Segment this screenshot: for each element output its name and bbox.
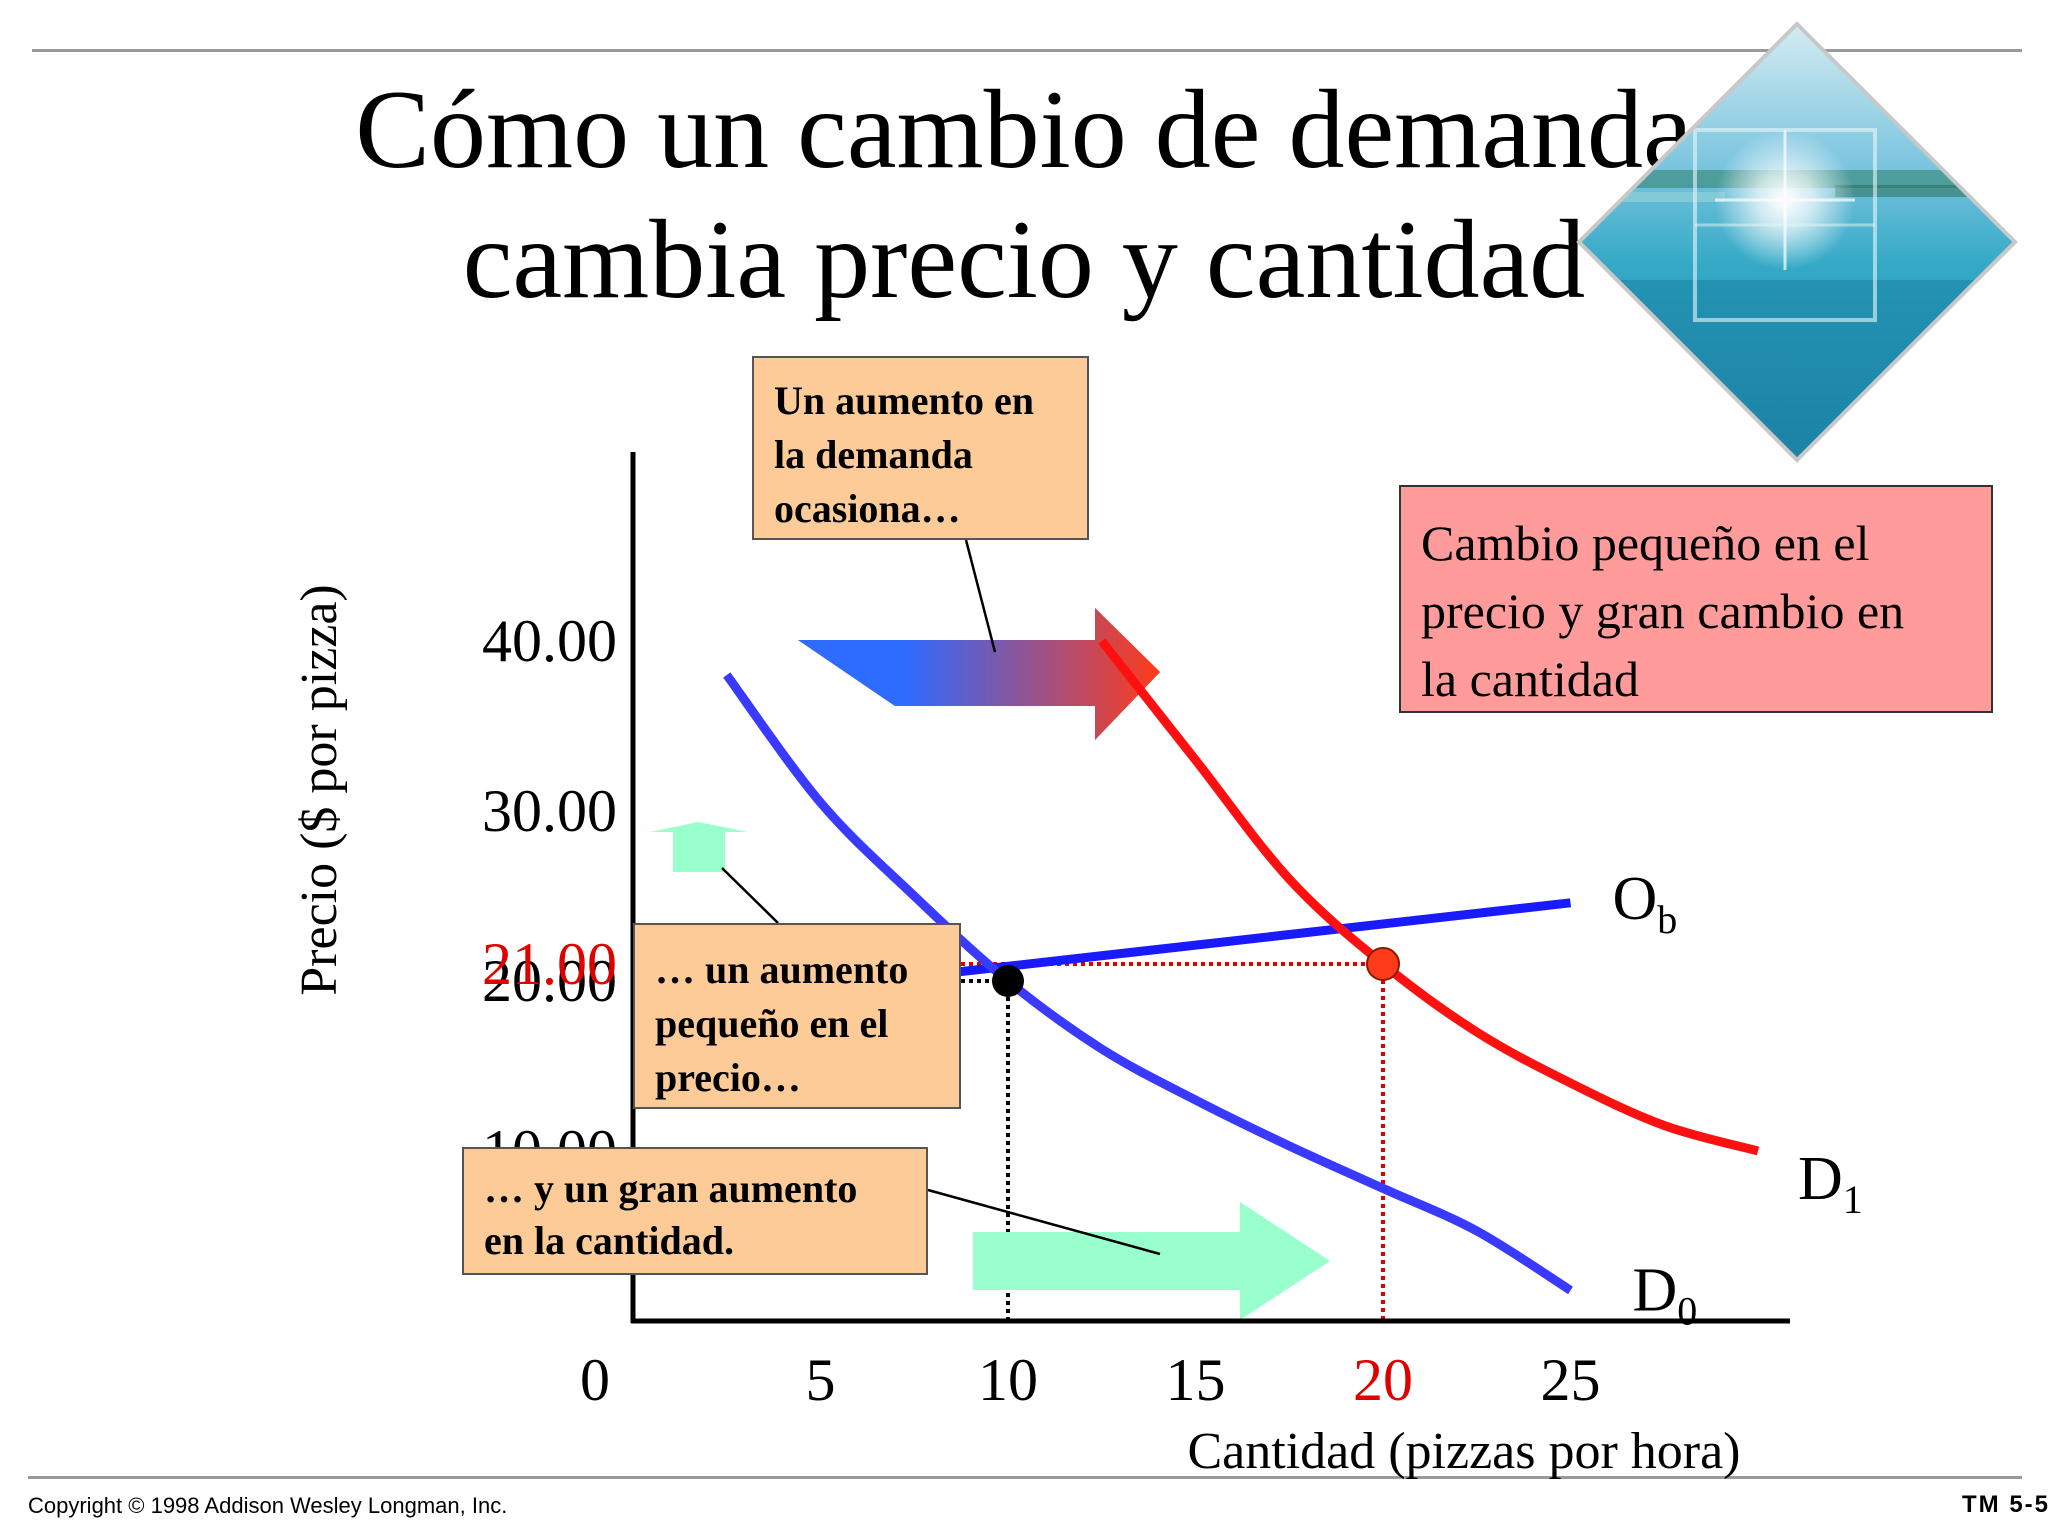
x-tick-label: 15 (1166, 1347, 1226, 1413)
equilibrium-point-new (1366, 947, 1400, 981)
callout-demand-increase: Un aumento en la demanda ocasiona… (752, 356, 1089, 540)
callout-leader-lines (721, 539, 1161, 1256)
demand-shift-arrow-body (798, 608, 1160, 740)
callout-summary: Cambio pequeño en el precio y gran cambi… (1399, 485, 1993, 713)
slide-title-line-2: cambia precio y cantidad (462, 198, 1586, 322)
shift-arrows (650, 608, 1330, 1320)
y-axis-label: Precio ($ por pizza) (291, 584, 348, 995)
callout-price-increase-line-3: precio… (655, 1055, 801, 1100)
callout-summary-line-2: precio y gran cambio en (1421, 583, 1905, 639)
x-tick-label: 0 (580, 1347, 610, 1413)
callout-price-increase-line-1: … un aumento (655, 947, 909, 992)
y-tick-label: 21.00 (482, 931, 617, 997)
bottom-rule (28, 1476, 2022, 1479)
leader-quantity-increase (927, 1188, 1161, 1256)
callout-quantity-increase-line-1: … y un gran aumento (484, 1166, 858, 1211)
curve-labels: Ob D0 D1 (1613, 865, 1863, 1334)
island-diamond-image (1576, 21, 2018, 463)
equilibrium-point-initial (992, 965, 1024, 997)
slide-number: TM 5-5 (1962, 1491, 2048, 1518)
callout-summary-line-1: Cambio pequeño en el (1421, 515, 1870, 571)
copyright-notice: Copyright © 1998 Addison Wesley Longman,… (28, 1493, 508, 1518)
x-tick-label: 5 (806, 1347, 836, 1413)
leader-price-increase (721, 867, 779, 924)
callout-price-increase-line-2: pequeño en el (655, 1001, 889, 1046)
slide-title-line-1: Cómo un cambio de demanda (355, 68, 1693, 192)
quantity-increase-arrow (973, 1202, 1330, 1320)
y-tick-label: 20.00 (482, 948, 617, 1014)
callout-quantity-increase: … y un gran aumento en la cantidad. (462, 1147, 928, 1275)
x-tick-label: 10 (978, 1347, 1038, 1413)
curve-d0 (723, 672, 1573, 1295)
curve-label-d0: D0 (1633, 1256, 1698, 1333)
callout-demand-increase-line-2: la demanda (774, 432, 973, 477)
callout-demand-increase-line-1: Un aumento en (774, 378, 1035, 423)
y-tick-label: 40.00 (482, 608, 617, 674)
callout-summary-line-3: la cantidad (1421, 651, 1639, 707)
equilibrium-points (992, 947, 1400, 997)
callout-quantity-increase-line-2: en la cantidad. (484, 1218, 735, 1263)
x-tick-label: 20 (1353, 1347, 1413, 1413)
callout-price-increase: … un aumento pequeño en el precio… (633, 923, 961, 1109)
top-rule (32, 49, 2022, 52)
y-tick-label: 30.00 (482, 778, 617, 844)
curve-d1 (1098, 638, 1760, 1156)
price-increase-arrow (650, 822, 748, 872)
x-axis-label: Cantidad (pizzas por hora) (1187, 1423, 1740, 1480)
curve-label-d1: D1 (1798, 1145, 1863, 1222)
leader-demand-increase (964, 539, 997, 653)
x-tick-label: 25 (1541, 1347, 1601, 1413)
callout-demand-increase-line-3: ocasiona… (774, 486, 961, 531)
curve-label-ob: Ob (1613, 865, 1678, 942)
